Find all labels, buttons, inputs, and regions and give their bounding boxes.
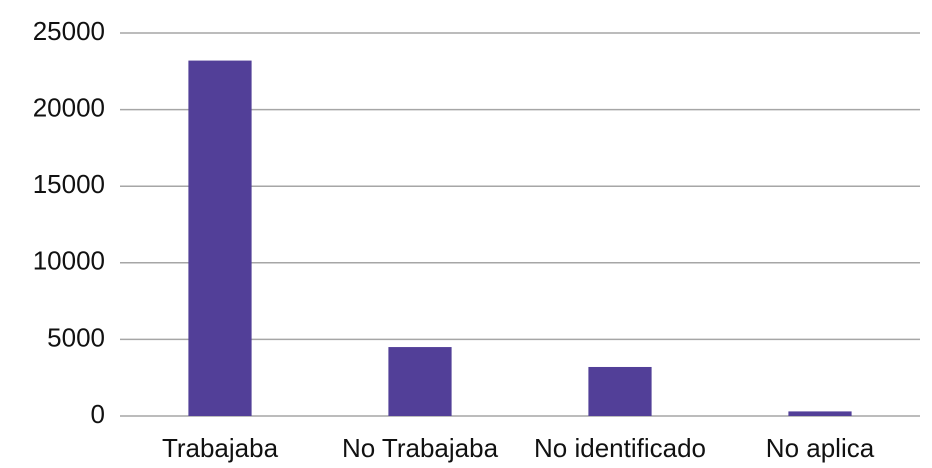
bar	[788, 411, 852, 416]
x-tick-label: No identificado	[534, 433, 706, 463]
x-tick-label: No Trabajaba	[342, 433, 499, 463]
bar	[388, 347, 452, 416]
y-tick-label: 20000	[33, 92, 105, 122]
bar	[188, 60, 252, 417]
x-tick-label: Trabajaba	[162, 433, 279, 463]
y-tick-label: 10000	[33, 246, 105, 276]
y-tick-label: 5000	[47, 322, 105, 352]
x-tick-label: No aplica	[766, 433, 875, 463]
y-tick-label: 15000	[33, 169, 105, 199]
bar	[588, 366, 652, 416]
y-tick-label: 25000	[33, 16, 105, 46]
y-tick-label: 0	[91, 399, 105, 429]
